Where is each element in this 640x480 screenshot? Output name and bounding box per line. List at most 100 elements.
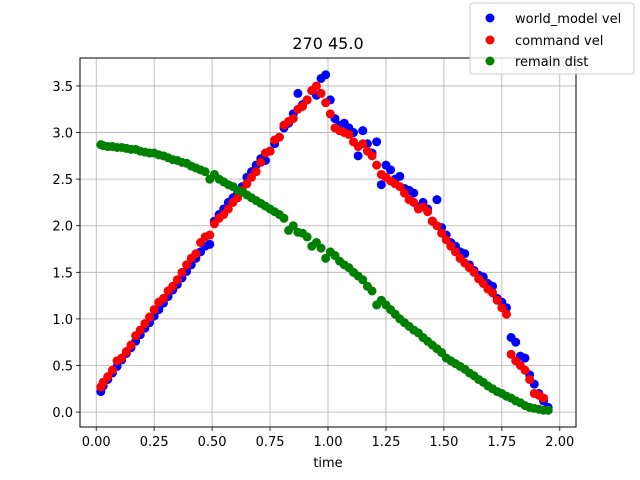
data-point — [177, 267, 187, 277]
data-point — [288, 221, 298, 231]
legend-marker-remain-dist — [485, 56, 495, 66]
data-point — [372, 137, 382, 147]
data-point — [506, 349, 516, 359]
data-point — [321, 70, 331, 80]
data-point — [103, 372, 113, 382]
data-point — [376, 180, 386, 190]
legend-label-world-model-vel: world_model vel — [515, 12, 621, 27]
data-point — [344, 129, 354, 139]
data-point — [395, 171, 405, 181]
data-point — [293, 88, 303, 98]
chart-title: 270 45.0 — [292, 34, 363, 53]
data-point — [121, 347, 131, 357]
data-point — [191, 249, 201, 259]
y-tick-label: 0.0 — [52, 406, 73, 421]
data-point — [520, 353, 530, 363]
x-axis-label: time — [313, 456, 342, 471]
data-point — [200, 167, 210, 177]
data-point — [358, 126, 368, 136]
data-point — [168, 281, 178, 291]
data-point — [353, 151, 363, 161]
data-point — [437, 228, 447, 238]
series-remain-dist — [96, 140, 553, 415]
x-tick-label: 0.75 — [256, 435, 285, 450]
x-tick-label: 1.25 — [371, 435, 400, 450]
x-tick-label: 0.00 — [82, 435, 111, 450]
y-tick-label: 1.5 — [52, 266, 73, 281]
data-point — [302, 95, 312, 105]
data-point — [409, 188, 419, 198]
data-point — [311, 81, 321, 91]
data-point — [367, 151, 377, 161]
y-tick-label: 2.0 — [52, 220, 73, 235]
legend-marker-world-model-vel — [485, 13, 495, 23]
data-point — [145, 312, 155, 322]
legend-label-command-vel: command vel — [515, 34, 603, 49]
data-point — [302, 232, 312, 242]
data-point — [539, 393, 549, 403]
data-point — [399, 188, 409, 198]
x-tick-label: 1.75 — [487, 435, 516, 450]
data-point — [316, 243, 326, 253]
data-point — [158, 293, 168, 303]
y-tick-label: 1.0 — [52, 313, 73, 328]
data-point — [135, 325, 145, 335]
data-point — [288, 114, 298, 124]
data-point — [501, 309, 511, 319]
data-point — [358, 275, 368, 285]
data-point — [251, 167, 261, 177]
series-command-vel — [96, 81, 553, 415]
data-point — [321, 253, 331, 263]
data-point — [205, 239, 215, 249]
data-point — [279, 213, 289, 223]
data-point — [386, 165, 396, 175]
data-point — [107, 365, 117, 375]
data-point — [492, 295, 502, 305]
x-tick-label: 1.00 — [314, 435, 343, 450]
data-point — [256, 157, 266, 167]
data-point — [126, 340, 136, 350]
legend: world_model vel command vel remain dist — [469, 2, 635, 75]
data-point — [395, 182, 405, 192]
y-tick-label: 0.5 — [52, 360, 73, 375]
data-point — [497, 303, 507, 313]
data-point — [117, 353, 127, 363]
data-point — [432, 221, 442, 231]
data-point — [242, 179, 252, 189]
data-point — [367, 286, 377, 296]
legend-marker-command-vel — [485, 35, 495, 45]
data-point — [182, 260, 192, 270]
data-point — [172, 275, 182, 285]
data-point — [265, 146, 275, 156]
data-point — [149, 305, 159, 315]
data-point — [358, 139, 368, 149]
data-point — [298, 101, 308, 111]
data-point — [432, 195, 442, 205]
y-tick-label: 3.5 — [52, 80, 73, 95]
legend-label-remain-dist: remain dist — [515, 55, 588, 70]
data-point — [321, 98, 331, 108]
x-tick-label: 1.50 — [429, 435, 458, 450]
x-tick-label: 0.50 — [198, 435, 227, 450]
data-point — [316, 88, 326, 98]
data-point — [511, 337, 521, 347]
data-point — [525, 374, 535, 384]
x-tick-label: 0.25 — [140, 435, 169, 450]
data-point — [441, 235, 451, 245]
data-point — [223, 204, 233, 214]
data-point — [543, 405, 553, 415]
data-point — [423, 207, 433, 217]
data-point — [140, 319, 150, 329]
data-point — [205, 230, 215, 240]
x-axis-ticks: 0.00 0.25 0.50 0.75 1.00 1.25 1.50 1.75 2.00 — [82, 427, 574, 450]
legend-box — [469, 2, 635, 75]
data-point — [488, 288, 498, 298]
y-tick-label: 2.5 — [52, 173, 73, 188]
x-tick-label: 2.00 — [545, 435, 574, 450]
data-point — [409, 197, 419, 207]
data-point — [274, 132, 284, 142]
y-tick-label: 3.0 — [52, 127, 73, 142]
data-point — [469, 267, 479, 277]
data-point — [325, 109, 335, 119]
